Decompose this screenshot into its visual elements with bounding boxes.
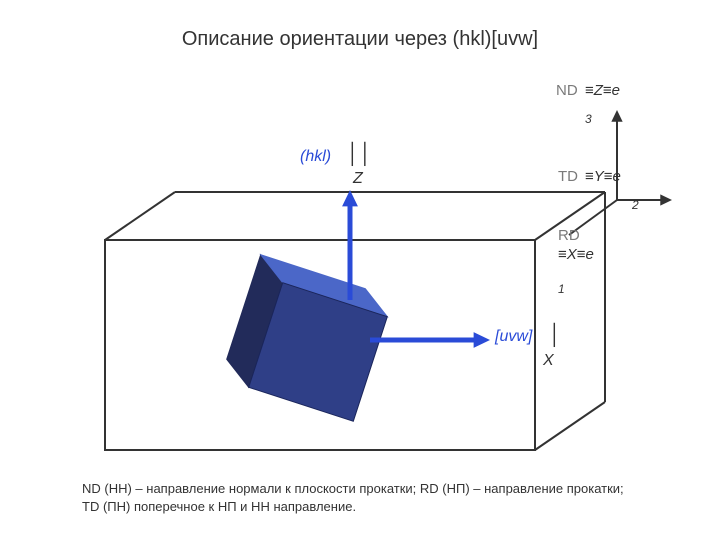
label-uvw_bar: │ [549, 324, 562, 347]
diagram-svg [0, 0, 720, 540]
label-RD_sub: 1 [558, 282, 565, 296]
label-ND_eq: ≡Z≡e [585, 82, 620, 99]
label-ND_sub: 3 [585, 112, 592, 126]
label-X: X [543, 352, 554, 370]
label-hkl: (hkl) [300, 148, 331, 166]
label-hkl_bars: ││ [347, 143, 372, 166]
label-RD_eq: ≡X≡e [558, 246, 594, 263]
label-TD_eq: ≡Y≡e [585, 168, 621, 185]
label-Z: Z [353, 170, 363, 188]
label-TD_sub: 2 [632, 198, 639, 212]
label-TD: TD [558, 168, 578, 185]
label-ND: ND [556, 82, 578, 99]
label-uvw: [uvw] [495, 328, 532, 346]
label-RD: RD [558, 227, 580, 244]
diagram-root: Описание ориентации через (hkl)[uvw] (hk… [0, 0, 720, 540]
caption: ND (НН) – направление нормали к плоскост… [82, 480, 642, 515]
